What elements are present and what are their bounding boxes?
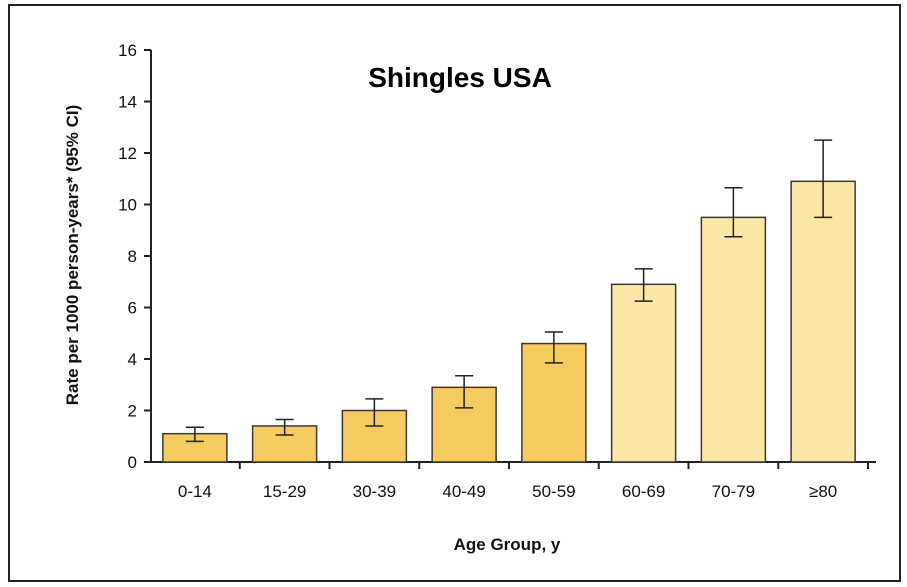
plot-area: 0 2 4 6 8 10 12 14 16 0-14 15-29 30-39 40-49 50-59 60-… <box>118 41 876 501</box>
bar-≥80 <box>790 180 856 463</box>
y-tick-label: 14 <box>118 93 137 112</box>
x-tick-label: 40-49 <box>442 482 485 501</box>
x-tick-label: 70-79 <box>712 482 755 501</box>
bar-15-29 <box>251 425 318 463</box>
y-axis-title: Rate per 1000 person-years* (95% CI) <box>63 105 82 405</box>
y-tick-label: 16 <box>118 41 137 60</box>
y-tick-label: 10 <box>118 196 137 215</box>
chart-title: Shingles USA <box>368 62 552 93</box>
x-tick-label: ≥80 <box>809 482 837 501</box>
x-tick-label: 15-29 <box>263 482 306 501</box>
y-tick-label: 0 <box>128 453 137 472</box>
x-tick-label: 0-14 <box>178 482 212 501</box>
y-tick-label: 2 <box>128 402 137 421</box>
x-tick-label: 60-69 <box>622 482 665 501</box>
y-tick-label: 8 <box>128 247 137 266</box>
bar-60-69 <box>610 283 677 463</box>
y-tick-label: 6 <box>128 299 137 318</box>
bar-70-79 <box>700 216 767 463</box>
y-tick-label: 12 <box>118 144 137 163</box>
y-tick-label: 4 <box>128 350 137 369</box>
x-tick-label: 50-59 <box>532 482 575 501</box>
x-axis-title: Age Group, y <box>454 535 561 554</box>
x-tick-label: 30-39 <box>353 482 396 501</box>
